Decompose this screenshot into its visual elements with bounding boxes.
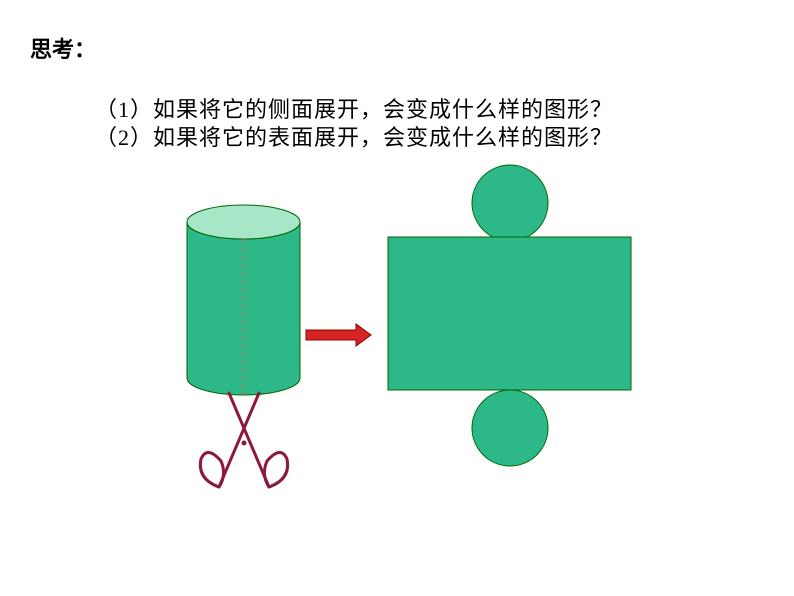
diagram — [0, 0, 794, 596]
scissors-icon — [200, 393, 287, 487]
arrow-icon — [306, 324, 371, 346]
unfolded-shape — [388, 165, 631, 466]
cylinder-shape — [187, 205, 300, 395]
